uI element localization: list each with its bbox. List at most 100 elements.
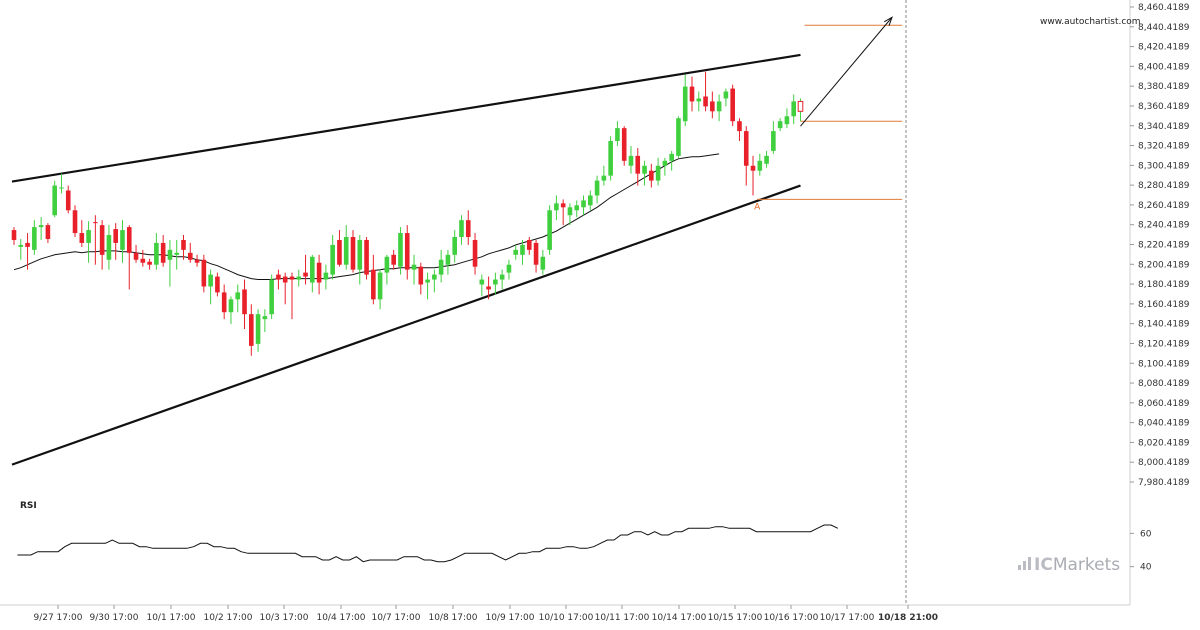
candle [479,274,485,297]
candle [106,225,112,270]
candle [140,249,146,267]
candle-body [337,239,342,265]
candle-body [445,254,451,265]
candle [486,276,491,300]
candle [791,94,796,125]
candle-body [391,254,396,265]
candle-body [79,233,85,243]
candle [187,242,193,263]
candle-body [520,244,525,255]
candle [181,235,186,260]
x-tick-label: 10/8 17:00 [428,613,477,623]
candle [465,210,471,245]
candle-body [655,165,661,181]
x-tick-label: 9/27 17:00 [33,613,82,623]
candle [445,249,451,275]
candle-body [86,230,91,243]
candle-body [235,292,241,300]
candle [459,215,464,245]
candle [547,205,552,255]
x-tick-label: 10/10 17:00 [539,613,594,623]
candle [391,249,396,270]
candle [676,116,681,158]
candle-body [208,274,213,287]
y-tick-label: 8,400.4189 [1138,62,1190,72]
candle-body [635,155,641,174]
candle [588,190,593,211]
candle [411,254,417,285]
candle-body [533,242,539,265]
x-tick-label: 10/3 17:00 [259,613,308,623]
candle-body [669,153,674,161]
candle [72,205,78,237]
candle-body [201,259,207,287]
y-tick-label: 8,120.4189 [1138,339,1190,349]
candle-body [120,230,125,250]
candle-body [18,244,24,247]
projection-layer [800,16,893,127]
candle-body [472,239,478,267]
candle-body [357,239,363,270]
candle-body [52,185,57,216]
x-tick-label: 10/9 17:00 [485,613,534,623]
candle-body [269,279,274,315]
y-tick-label: 8,000.4189 [1138,458,1190,468]
y-tick-label: 8,360.4189 [1138,102,1190,112]
candle-body [682,86,688,122]
rsi-tick-label: 60 [1140,529,1152,539]
candle-body [249,314,254,346]
candle [771,121,776,154]
candle-body [662,160,668,166]
point-a-label: A [754,202,761,212]
candle-body [99,225,105,255]
candle-body [465,220,471,237]
y-tick-label: 8,440.4189 [1138,23,1190,33]
candle-body [615,128,620,142]
candle [757,153,763,176]
candle [99,220,105,270]
candle-body [608,141,613,176]
y-tick-label: 8,020.4189 [1138,438,1190,448]
candle [32,220,37,255]
candle-body [757,160,763,171]
x-tick-label: 10/11 17:00 [595,613,650,623]
candle-body [689,86,695,102]
y-tick-label: 8,260.4189 [1138,201,1190,211]
x-tick-label: 10/18 21:00 [878,613,938,623]
candle-body [784,116,790,125]
candle-body [479,279,485,285]
candle-body [187,252,193,260]
candle [174,239,180,270]
y-tick-label: 8,140.4189 [1138,320,1190,330]
candle [472,233,478,275]
candle [215,272,220,297]
candle-body [140,258,146,263]
y-tick-label: 8,080.4189 [1138,379,1190,389]
y-tick-label: 8,160.4189 [1138,300,1190,310]
y-tick-label: 8,040.4189 [1138,419,1190,429]
candle [357,235,363,285]
candle [635,147,641,186]
candle-body [242,289,247,315]
y-tick-label: 8,220.4189 [1138,241,1190,251]
candle [404,225,410,280]
candle [506,259,512,280]
candle-body [350,236,356,270]
y-tick-label: 8,460.4189 [1138,3,1190,13]
candle [574,200,580,218]
candle-body [418,266,424,285]
candle [343,225,349,270]
x-tick-label: 10/14 17:00 [652,613,707,623]
candle [79,220,85,247]
candle [377,269,383,310]
candle [710,91,715,119]
candle [249,304,254,356]
candle-body [310,256,315,283]
rsi-tick-label: 40 [1140,563,1152,573]
candle-body [45,225,51,239]
candle [194,254,200,267]
x-tick-label: 10/2 17:00 [203,613,252,623]
candle-body [601,175,607,181]
brand-prefix: IC [1034,555,1053,575]
